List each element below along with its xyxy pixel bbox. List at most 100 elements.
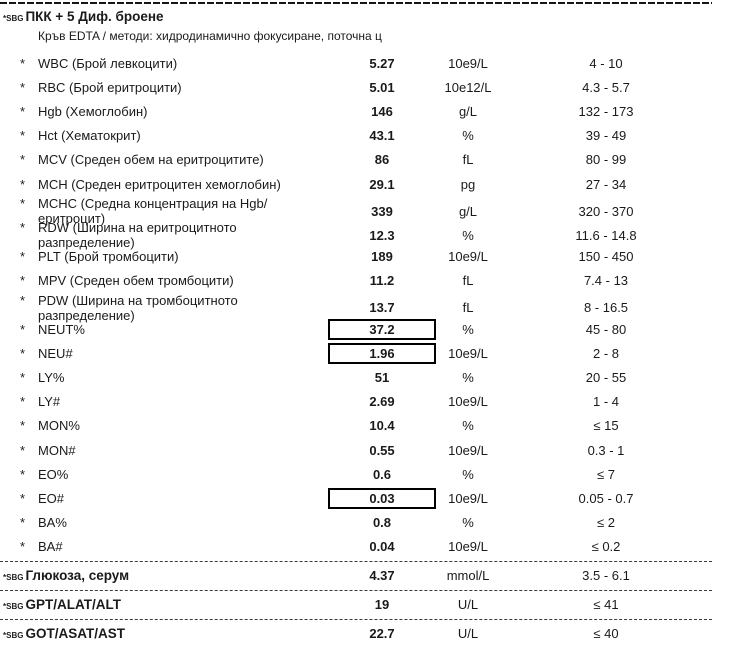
test-label-cell: * MCH (Среден еритроцитен хемоглобин) bbox=[0, 177, 328, 192]
result-unit: g/L bbox=[458, 103, 478, 119]
result-row: * EO# 0.03 10e9/L 0.05 - 0.7 bbox=[0, 486, 712, 510]
test-label-cell: * MCHC (Средна концентрация на Hgb/еритр… bbox=[0, 196, 328, 226]
chemistry-label-cell: *SBG GPT/ALAT/ALT bbox=[0, 597, 328, 612]
result-unit: 10e9/L bbox=[448, 345, 488, 361]
test-label-cell: * MON# bbox=[0, 443, 328, 458]
result-unit: % bbox=[462, 227, 474, 243]
row-asterisk-marker: * bbox=[20, 394, 26, 410]
reference-range: ≤ 7 bbox=[597, 466, 615, 482]
test-label-cell: * LY# bbox=[0, 394, 328, 409]
row-asterisk-marker: * bbox=[20, 79, 26, 95]
result-row: * RDW (Ширина на еритроцитното разпредел… bbox=[0, 220, 712, 250]
result-row: * BA% 0.8 % ≤ 2 bbox=[0, 511, 712, 535]
row-asterisk-marker: * bbox=[20, 370, 26, 386]
test-name: MCHC (Средна концентрация на Hgb/еритроц… bbox=[38, 196, 268, 227]
test-label-cell: * Hgb (Хемоглобин) bbox=[0, 104, 328, 119]
reference-range: 20 - 55 bbox=[585, 370, 627, 386]
result-row: * LY# 2.69 10e9/L 1 - 4 bbox=[0, 390, 712, 414]
result-unit: mmol/L bbox=[446, 568, 490, 584]
result-row: * MCHC (Средна концентрация на Hgb/еритр… bbox=[0, 196, 712, 226]
result-unit: fL bbox=[462, 273, 474, 289]
result-value-cell: 189 bbox=[328, 246, 436, 267]
test-label-cell: * MPV (Среден обем тромбоцити) bbox=[0, 273, 328, 288]
test-label-cell: * PDW (Ширина на тромбоцитното разпредел… bbox=[0, 293, 328, 323]
test-name: GPT/ALAT/ALT bbox=[25, 597, 121, 613]
result-unit: 10e9/L bbox=[448, 539, 488, 555]
result-value-cell: 0.8 bbox=[328, 512, 436, 533]
reference-range: 150 - 450 bbox=[578, 249, 634, 265]
result-unit: fL bbox=[462, 152, 474, 168]
result-row: * RBC (Брой еритроцити) 5.01 10e12/L 4.3… bbox=[0, 75, 712, 99]
result-value-box: 1.96 bbox=[328, 342, 436, 364]
panel-code-prefix: *SBG bbox=[3, 14, 24, 23]
result-value-box: 339 bbox=[371, 203, 393, 219]
reference-range: ≤ 41 bbox=[593, 597, 619, 613]
result-value-cell: 11.2 bbox=[328, 270, 436, 291]
row-asterisk-marker: * bbox=[20, 292, 26, 308]
result-value-cell: 29.1 bbox=[328, 174, 436, 195]
result-value-cell: 13.7 bbox=[328, 297, 436, 318]
row-asterisk-marker: * bbox=[20, 152, 26, 168]
row-asterisk-marker: * bbox=[20, 418, 26, 434]
report-content: *SBG ПКК + 5 Диф. броене Кръв EDTA / мет… bbox=[0, 2, 712, 647]
test-name: BA% bbox=[38, 515, 67, 531]
test-name: EO% bbox=[38, 466, 69, 482]
chemistry-row: *SBG GPT/ALAT/ALT 19 U/L ≤ 41 bbox=[0, 589, 712, 619]
result-value-cell: 146 bbox=[328, 101, 436, 122]
row-asterisk-marker: * bbox=[20, 128, 26, 144]
result-unit: g/L bbox=[458, 203, 478, 219]
reference-range: 11.6 - 14.8 bbox=[575, 227, 637, 243]
result-row: * NEU# 1.96 10e9/L 2 - 8 bbox=[0, 341, 712, 365]
reference-range: 2 - 8 bbox=[592, 345, 619, 361]
row-asterisk-marker: * bbox=[20, 539, 26, 555]
test-label-cell: * BA# bbox=[0, 539, 328, 554]
test-label-cell: * NEUT% bbox=[0, 322, 328, 337]
reference-range: 27 - 34 bbox=[585, 176, 627, 192]
result-row: * WBC (Брой левкоцити) 5.27 10e9/L 4 - 1… bbox=[0, 51, 712, 75]
test-label-cell: * Hct (Хематокрит) bbox=[0, 128, 328, 143]
test-label-cell: * NEU# bbox=[0, 346, 328, 361]
result-value-box: 13.7 bbox=[369, 300, 395, 316]
result-value-box: 0.8 bbox=[372, 515, 392, 531]
result-value-box: 5.27 bbox=[369, 55, 395, 71]
result-unit: % bbox=[462, 128, 474, 144]
reference-range: 4.3 - 5.7 bbox=[582, 79, 630, 95]
result-unit: fL bbox=[462, 300, 474, 316]
row-asterisk-marker: * bbox=[20, 249, 26, 265]
test-name: Hct (Хематокрит) bbox=[38, 128, 141, 144]
result-value-cell: 86 bbox=[328, 149, 436, 170]
chemistry-row: *SBG GOT/ASAT/AST 22.7 U/L ≤ 40 bbox=[0, 618, 712, 647]
result-value-box: 29.1 bbox=[369, 176, 395, 192]
test-label-cell: * WBC (Брой левкоцити) bbox=[0, 56, 328, 71]
result-value: 19 bbox=[374, 597, 390, 613]
row-asterisk-marker: * bbox=[20, 442, 26, 458]
row-asterisk-marker: * bbox=[20, 273, 26, 289]
result-value-box: 5.01 bbox=[369, 79, 395, 95]
reference-range: ≤ 2 bbox=[597, 515, 615, 531]
result-row: * LY% 51 % 20 - 55 bbox=[0, 365, 712, 389]
result-value-box: 37.2 bbox=[328, 318, 436, 340]
result-value-cell: 5.27 bbox=[328, 53, 436, 74]
result-value-cell: 0.04 bbox=[328, 536, 436, 557]
test-label-cell: * RBC (Брой еритроцити) bbox=[0, 80, 328, 95]
reference-range: 8 - 16.5 bbox=[583, 300, 629, 316]
result-unit: % bbox=[462, 321, 474, 337]
result-value-cell: 10.4 bbox=[328, 415, 436, 436]
result-value-box: 11.2 bbox=[369, 273, 395, 289]
test-label-cell: * RDW (Ширина на еритроцитното разпредел… bbox=[0, 220, 328, 250]
result-row: * MPV (Среден обем тромбоцити) 11.2 fL 7… bbox=[0, 269, 712, 293]
result-row: * MON% 10.4 % ≤ 15 bbox=[0, 414, 712, 438]
result-unit: 10e9/L bbox=[448, 55, 488, 71]
result-row: * MCH (Среден еритроцитен хемоглобин) 29… bbox=[0, 172, 712, 196]
row-asterisk-marker: * bbox=[20, 345, 26, 361]
test-name: EO# bbox=[38, 490, 65, 506]
test-name: PDW (Ширина на тромбоцитното разпределен… bbox=[38, 292, 238, 323]
result-unit: 10e9/L bbox=[448, 394, 488, 410]
result-value-box: 0.55 bbox=[369, 442, 395, 458]
result-value-cell: 5.01 bbox=[328, 77, 436, 98]
test-label-cell: * EO# bbox=[0, 491, 328, 506]
result-value-box: 86 bbox=[374, 152, 390, 168]
reference-range: 320 - 370 bbox=[578, 203, 634, 219]
test-name: LY# bbox=[38, 394, 61, 410]
